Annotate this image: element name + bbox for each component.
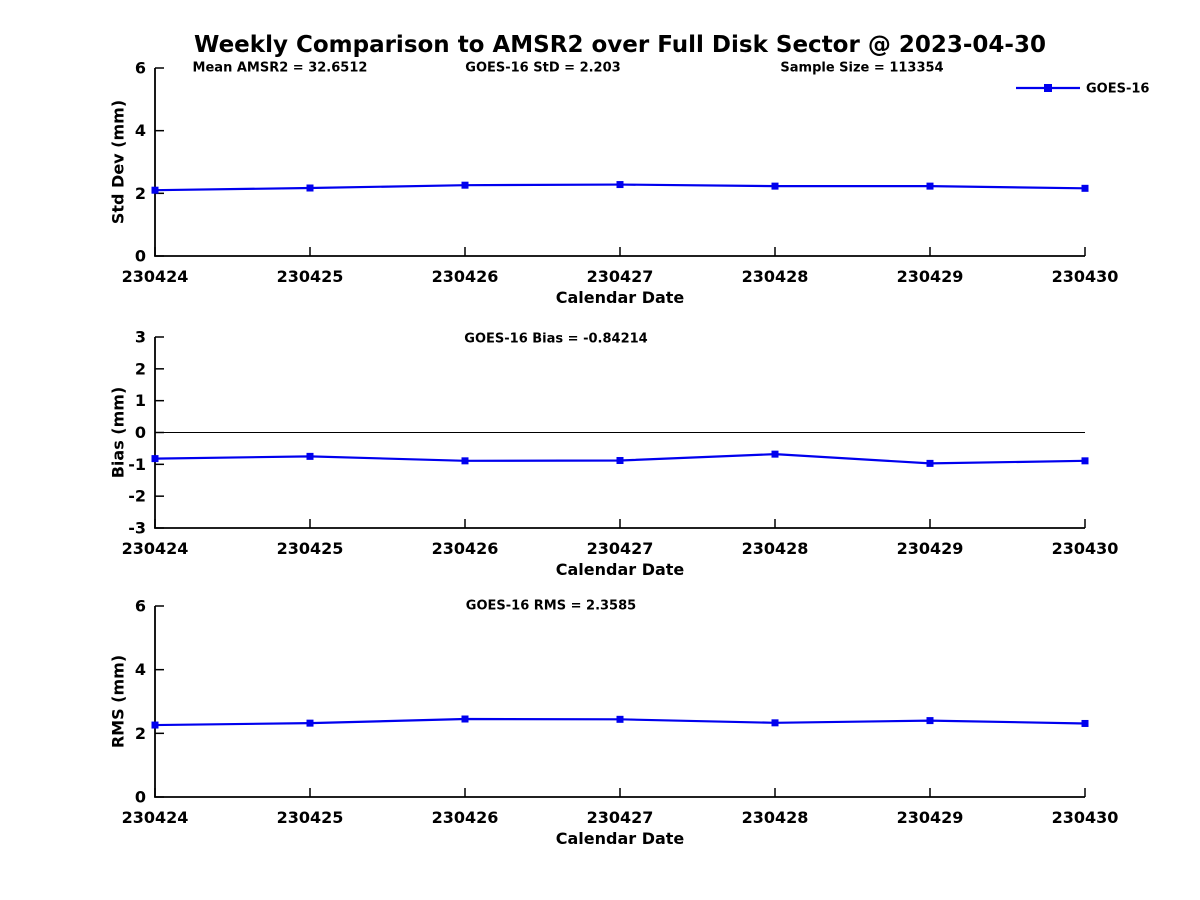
- annotation: Mean AMSR2 = 32.6512: [193, 61, 368, 76]
- x-tick-label: 230427: [587, 539, 654, 558]
- legend: GOES-16: [1016, 82, 1149, 97]
- x-tick-label: 230424: [122, 539, 189, 558]
- data-point: [151, 186, 159, 194]
- x-tick-label: 230428: [742, 539, 809, 558]
- y-axis-label: RMS (mm): [109, 655, 128, 748]
- y-axis-label: Std Dev (mm): [109, 100, 128, 224]
- y-tick-label: 6: [135, 59, 146, 78]
- x-tick-label: 230430: [1052, 808, 1119, 827]
- y-tick-label: -2: [128, 487, 146, 506]
- x-tick-label: 230429: [897, 267, 964, 286]
- data-point: [926, 459, 934, 467]
- x-axis-label: Calendar Date: [556, 560, 685, 579]
- y-tick-label: 2: [135, 359, 146, 378]
- x-tick-label: 230428: [742, 267, 809, 286]
- data-point: [306, 719, 314, 727]
- figure-title: Weekly Comparison to AMSR2 over Full Dis…: [194, 32, 1046, 58]
- data-point: [616, 457, 624, 465]
- x-tick-label: 230427: [587, 808, 654, 827]
- x-tick-label: 230430: [1052, 539, 1119, 558]
- x-tick-label: 230424: [122, 808, 189, 827]
- annotation: Sample Size = 113354: [780, 61, 943, 76]
- data-point: [1081, 719, 1089, 727]
- rms-panel: 0 2 4 6 230424 230425 230426 230427 230428 230429…: [109, 597, 1119, 849]
- data-point: [306, 184, 314, 192]
- data-point: [306, 452, 314, 460]
- legend-label: GOES-16: [1086, 82, 1149, 97]
- data-point: [771, 182, 779, 190]
- data-point: [461, 181, 469, 189]
- x-tick-label: 230424: [122, 267, 189, 286]
- data-point: [616, 715, 624, 723]
- x-axis-label: Calendar Date: [556, 288, 685, 307]
- y-axis-label: Bias (mm): [109, 387, 128, 479]
- y-tick-label: 3: [135, 328, 146, 347]
- y-tick-label: 2: [135, 724, 146, 743]
- data-point: [926, 717, 934, 725]
- y-tick-label: 4: [135, 660, 146, 679]
- data-point: [771, 719, 779, 727]
- data-point: [1081, 184, 1089, 192]
- x-tick-label: 230428: [742, 808, 809, 827]
- std-dev-panel: 0 2 4 6 230424 230425 230426 230427 230428 230429…: [109, 59, 1119, 308]
- x-tick-label: 230430: [1052, 267, 1119, 286]
- data-point: [151, 721, 159, 729]
- y-tick-label: 2: [135, 184, 146, 203]
- data-point: [1081, 457, 1089, 465]
- data-point: [616, 181, 624, 189]
- data-point: [771, 450, 779, 458]
- data-point: [461, 715, 469, 723]
- x-tick-label: 230426: [432, 267, 499, 286]
- annotation: GOES-16 Bias = -0.84214: [464, 332, 647, 347]
- y-tick-label: -3: [128, 519, 146, 538]
- data-point: [151, 455, 159, 463]
- annotation: GOES-16 StD = 2.203: [465, 61, 620, 76]
- x-tick-label: 230429: [897, 539, 964, 558]
- x-tick-label: 230426: [432, 539, 499, 558]
- y-tick-label: 6: [135, 597, 146, 616]
- y-tick-label: -1: [128, 455, 146, 474]
- data-point: [461, 457, 469, 465]
- y-tick-label: 4: [135, 121, 146, 140]
- x-tick-label: 230427: [587, 267, 654, 286]
- y-tick-label: 0: [135, 788, 146, 807]
- x-tick-label: 230425: [277, 808, 344, 827]
- legend-marker: [1044, 84, 1052, 92]
- x-tick-label: 230425: [277, 539, 344, 558]
- annotation: GOES-16 RMS = 2.3585: [466, 599, 636, 614]
- x-axis-label: Calendar Date: [556, 829, 685, 848]
- y-tick-label: 0: [135, 247, 146, 266]
- data-point: [926, 182, 934, 190]
- x-tick-label: 230429: [897, 808, 964, 827]
- y-tick-label: 1: [135, 391, 146, 410]
- y-tick-label: 0: [135, 423, 146, 442]
- x-tick-label: 230425: [277, 267, 344, 286]
- x-tick-label: 230426: [432, 808, 499, 827]
